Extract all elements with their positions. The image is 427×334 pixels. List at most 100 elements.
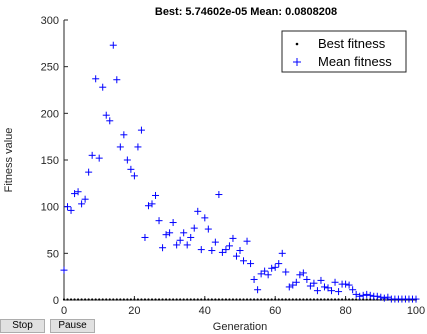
mean-fitness-point (197, 246, 205, 254)
x-tick-label: 0 (61, 305, 67, 317)
mean-fitness-point (120, 131, 128, 139)
mean-fitness-point (345, 281, 353, 289)
best-fitness-point (214, 298, 217, 301)
best-fitness-point (62, 298, 66, 301)
mean-fitness-point (176, 236, 184, 244)
best-fitness-point (365, 298, 368, 301)
best-fitness-point (122, 298, 125, 301)
data-marks (60, 41, 420, 303)
mean-fitness-point (218, 248, 226, 256)
mean-fitness-point (349, 286, 357, 294)
best-fitness-point (172, 298, 175, 301)
y-tick-label: 150 (41, 155, 59, 167)
best-fitness-point (203, 298, 206, 301)
best-fitness-point (168, 298, 171, 301)
chart-title: Best: 5.74602e-05 Mean: 0.0808208 (155, 6, 337, 18)
mean-fitness-point (187, 233, 195, 241)
mean-fitness-point (243, 237, 251, 245)
mean-fitness-point (250, 275, 258, 283)
mean-fitness-point (247, 260, 255, 268)
mean-fitness-point (261, 267, 269, 275)
mean-fitness-point (289, 281, 297, 289)
mean-fitness-point (95, 154, 103, 162)
best-fitness-point (182, 298, 185, 301)
mean-fitness-point (363, 290, 371, 298)
pause-button[interactable]: Pause (50, 319, 95, 333)
mean-fitness-point (180, 229, 188, 237)
best-fitness-point (270, 298, 273, 301)
mean-fitness-point (127, 165, 135, 173)
best-fitness-point (351, 298, 354, 301)
stop-button[interactable]: Stop (0, 319, 45, 333)
y-axis-label: Fitness value (3, 128, 15, 193)
mean-fitness-point (275, 260, 283, 268)
mean-fitness-point (310, 279, 318, 287)
legend-box (281, 30, 407, 73)
mean-fitness-point (285, 283, 293, 291)
best-fitness-point (94, 298, 97, 301)
best-fitness-point (210, 298, 213, 301)
mean-fitness-point (81, 195, 89, 203)
mean-fitness-point (60, 266, 68, 274)
x-axis-label: Generation (213, 321, 267, 333)
best-fitness-point (221, 298, 224, 301)
best-fitness-point (189, 298, 192, 301)
best-fitness-point (298, 298, 301, 301)
mean-fitness-point (123, 156, 131, 164)
mean-fitness-point (232, 252, 240, 260)
best-fitness-point (224, 298, 228, 301)
best-fitness-point (136, 298, 140, 301)
mean-fitness-point (148, 200, 156, 208)
mean-fitness-point (303, 275, 311, 283)
best-fitness-point (291, 298, 294, 301)
mean-fitness-point (317, 276, 325, 284)
best-fitness-point (337, 298, 340, 301)
mean-fitness-point (204, 225, 212, 233)
best-fitness-point (98, 298, 101, 301)
best-fitness-point (281, 298, 284, 301)
mean-fitness-point (264, 271, 272, 279)
legend: Best fitness Mean fitness (281, 30, 407, 73)
best-fitness-point (369, 298, 372, 301)
best-fitness-point (344, 298, 347, 301)
mean-fitness-point (99, 83, 107, 91)
mean-fitness-point (173, 241, 181, 249)
x-tick-label: 100 (407, 305, 425, 317)
best-fitness-point (340, 298, 344, 301)
best-fitness-point (87, 298, 90, 301)
mean-fitness-point (236, 247, 244, 255)
best-fitness-point (126, 298, 129, 301)
mean-fitness-point (113, 76, 121, 84)
mean-fitness-point (78, 200, 86, 208)
best-fitness-point (249, 298, 252, 301)
mean-fitness-point (208, 247, 216, 255)
best-fitness-point (76, 298, 80, 301)
best-fitness-point (263, 298, 266, 301)
mean-fitness-point (342, 280, 350, 288)
mean-fitness-point (106, 117, 114, 125)
best-fitness-point (80, 298, 83, 301)
mean-fitness-point (134, 143, 142, 151)
mean-fitness-point (64, 203, 72, 211)
mean-fitness-point (169, 219, 177, 227)
best-fitness-point (242, 298, 245, 301)
best-fitness-point (274, 298, 277, 301)
mean-fitness-point (335, 288, 343, 296)
best-fitness-point (207, 298, 210, 301)
mean-fitness-point (324, 284, 332, 292)
best-fitness-point (326, 298, 330, 301)
mean-fitness-point (412, 295, 420, 303)
best-fitness-point (69, 298, 73, 301)
best-fitness-point (154, 298, 157, 301)
mean-fitness-point (313, 287, 321, 295)
best-fitness-point (161, 298, 164, 301)
mean-fitness-point (240, 257, 248, 265)
mean-fitness-point (292, 278, 300, 286)
best-fitness-point (316, 298, 319, 301)
mean-fitness-point (155, 217, 163, 225)
mean-fitness-point (102, 111, 110, 119)
axes: 0 50 100 150 200 250 300 0 20 40 60 80 100 (41, 15, 426, 317)
best-fitness-point (175, 298, 178, 301)
best-fitness-point (323, 298, 326, 301)
